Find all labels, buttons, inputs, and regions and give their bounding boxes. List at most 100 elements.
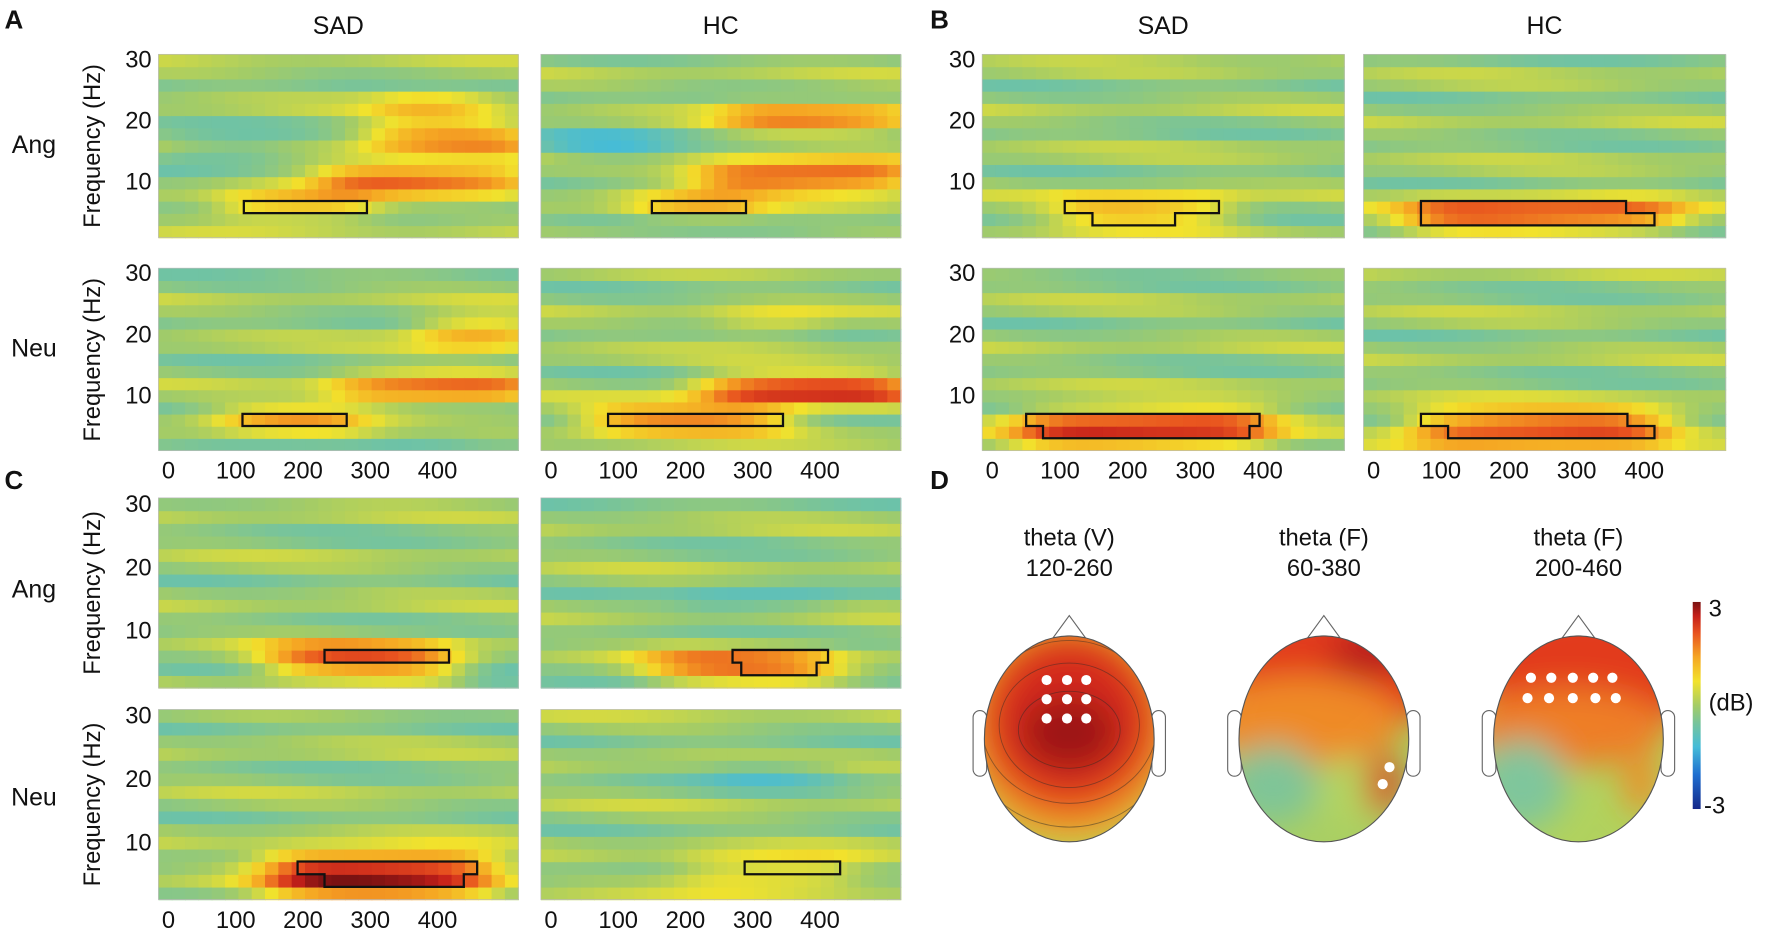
heatmap-cell [384,772,399,787]
heatmap-cell [331,401,346,415]
heatmap-cell [540,328,555,342]
heatmap-cell [424,365,439,379]
heatmap-cell [1363,353,1378,366]
heatmap-cell [1363,164,1378,178]
heatmap-cell [185,722,200,736]
heatmap-cell [540,103,555,117]
heatmap-cell [318,772,333,787]
heatmap-cell [185,353,200,366]
heatmap-cell [371,734,386,749]
heatmap-cell [358,760,373,774]
heatmap-cell [674,675,689,689]
heatmap-cell [754,280,769,294]
heatmap-cell [1524,280,1539,294]
heatmap-cell [594,497,609,512]
heatmap-cell [1430,304,1445,318]
heatmap-cell [847,268,862,281]
heatmap-cell [700,90,715,104]
heatmap-cell [714,810,729,825]
heatmap-cell [1290,280,1305,294]
heatmap-cell [1551,316,1566,330]
heatmap-cell [424,292,439,306]
heatmap-cell [674,389,689,403]
heatmap-cell [278,523,293,537]
heatmap-cell [1143,353,1158,366]
heatmap-cell [1116,66,1131,80]
heatmap-cell [874,401,889,415]
heatmap-cell [384,624,399,638]
heatmap-cell [1645,127,1660,141]
heatmap-cell [567,401,582,415]
heatmap-cell [820,722,835,736]
heatmap-cell [211,78,226,92]
heatmap-cell [1671,90,1686,104]
heatmap-cell [687,127,702,141]
heatmap-cell [211,722,226,736]
heatmap-cell [874,649,889,664]
heatmap-cell [1317,54,1332,68]
heatmap-cell [1551,54,1566,68]
heatmap-cell [1210,413,1225,427]
heatmap-cell [687,328,702,342]
heatmap-cell [554,353,569,366]
heatmap-cell [634,413,649,427]
heatmap-cell [504,341,519,354]
heatmap-cell [1330,164,1345,178]
heatmap-cell [780,637,795,651]
heatmap-cell [860,535,875,550]
heatmap-cell [567,599,582,613]
heatmap-cell [1618,316,1633,330]
heatmap-cell [1403,103,1418,117]
heatmap-cell [580,316,595,330]
heatmap-cell [504,328,519,342]
heatmap-cell [464,164,479,178]
heatmap-cell [331,836,346,850]
heatmap-cell [1076,389,1091,403]
heatmap-cell [847,785,862,799]
heatmap-cell [674,292,689,306]
heatmap-cell [620,675,635,689]
heatmap-cell [278,798,293,812]
heatmap-cell [438,78,453,92]
heatmap-cell [1578,292,1593,306]
heatmap-cell [647,760,662,774]
heatmap-cell [1035,280,1050,294]
heatmap-cell [291,836,306,850]
heatmap-cell [660,54,675,68]
heatmap-cell [1089,115,1104,129]
heatmap-cell [198,734,213,749]
heatmap-cell [331,127,346,141]
heatmap-cell [464,188,479,202]
heatmap-cell [1390,225,1405,239]
heatmap-cell [754,523,769,537]
heatmap-cell [540,734,555,749]
heatmap-cell [1564,176,1579,190]
heatmap-cell [451,103,466,117]
heatmap-cell [1698,401,1713,415]
heatmap-cell [225,836,240,850]
heatmap-cell [1578,152,1593,165]
heatmap-cell [847,188,862,202]
heatmap-cell [860,438,875,452]
heatmap-cell [1035,66,1050,80]
heatmap-cell [540,389,555,403]
heatmap-cell [580,662,595,676]
heatmap-cell [1578,280,1593,294]
heatmap-cell [1049,292,1064,306]
heatmap-cell [1484,66,1499,80]
heatmap-cell [620,438,635,452]
heatmap-cell [754,365,769,379]
heatmap-cell [1022,188,1037,202]
heatmap-cell [291,200,306,214]
heatmap-cell [1263,115,1278,129]
heatmap-cell [291,772,306,787]
heatmap-cell [1210,152,1225,165]
heatmap-cell [1712,304,1727,318]
heatmap-cell [607,497,622,512]
heatmap-cell [1363,328,1378,342]
heatmap-cell [1618,115,1633,129]
heatmap-cell [780,497,795,512]
heatmap-cell [198,836,213,850]
heatmap-cell [647,675,662,689]
heatmap-cell [780,573,795,588]
